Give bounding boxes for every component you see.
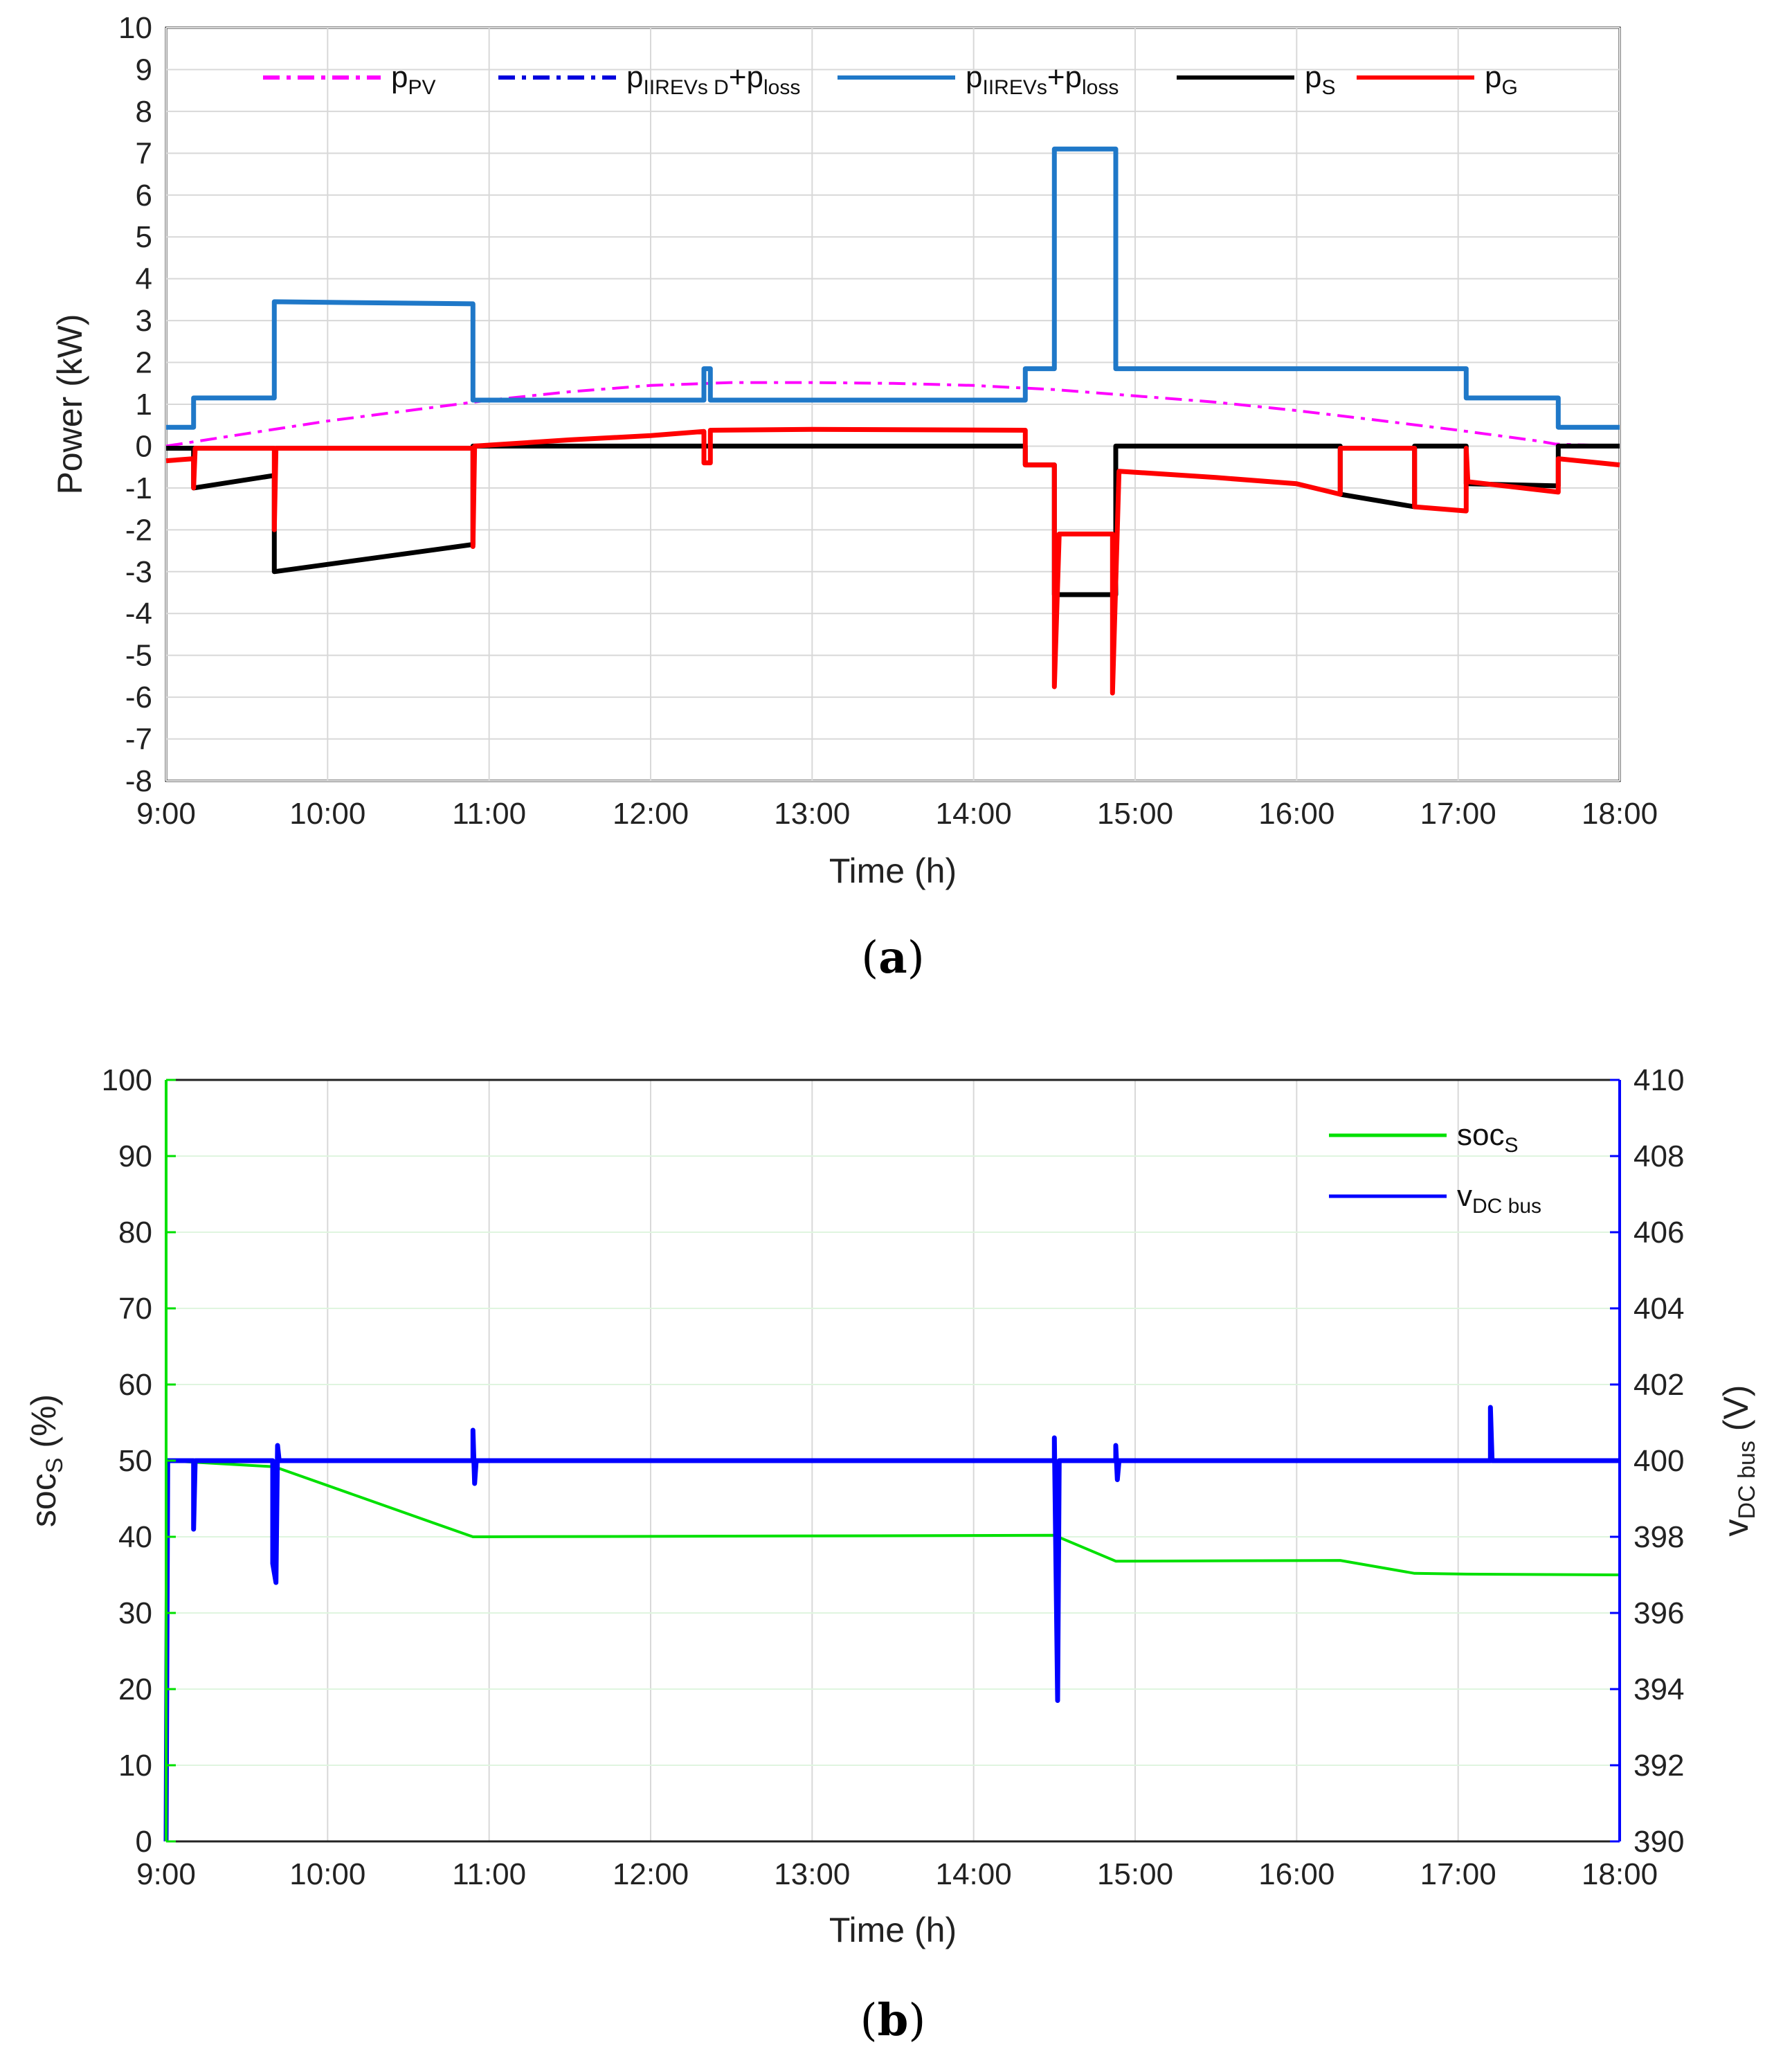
chart-b-x-axis-label: Time (h): [829, 1911, 957, 1949]
chart-a-x-tick-label-0: 9:00: [136, 797, 196, 831]
chart-a-y-tick-label-13: -3: [125, 555, 152, 589]
chart-b-left-tick-label-9: 10: [118, 1749, 152, 1783]
chart-a-y-tick-label-1: 9: [136, 53, 152, 87]
chart-b-x-tick-label-5: 14:00: [936, 1857, 1012, 1891]
chart-b-right-tick-label-5: 400: [1633, 1444, 1684, 1478]
chart-b-right-tick-label-7: 396: [1633, 1596, 1684, 1630]
chart-a-x-axis-label: Time (h): [829, 851, 957, 890]
chart-a-x-ticks: 9:00 10:00 11:00 12:00 13:00 14:00 15:00 16:00 1…: [136, 797, 1658, 831]
chart-b-caption: (b): [860, 1994, 926, 2046]
chart-a-x-tick-label-3: 12:00: [613, 797, 689, 831]
chart-a-y-tick-label-11: -1: [125, 471, 152, 505]
chart-b-right-tick-label-2: 406: [1633, 1216, 1684, 1250]
chart-a-legend-label-ev: pIIREVs+ploss: [966, 60, 1119, 99]
chart-b-left-y-axis-label: socS (%): [24, 1394, 68, 1527]
chart-b-right-tick-label-8: 394: [1633, 1672, 1684, 1706]
chart-b-right-tick-label-3: 404: [1633, 1292, 1684, 1326]
chart-b-x-tick-label-9: 18:00: [1582, 1857, 1658, 1891]
chart-b-left-tick-label-6: 40: [118, 1520, 152, 1554]
chart-b-left-tick-label-3: 70: [118, 1292, 152, 1326]
chart-a-y-axis-label: Power (kW): [51, 314, 89, 494]
chart-b-x-tick-label-8: 17:00: [1420, 1857, 1496, 1891]
chart-b-right-tick-label-9: 392: [1633, 1749, 1684, 1783]
chart-a-y-tick-label-9: 1: [136, 388, 152, 422]
chart-b-right-tick-label-10: 390: [1633, 1825, 1684, 1859]
chart-a-y-tick-label-17: -7: [125, 723, 152, 757]
chart-b-legend: socS vDC bus: [1329, 1118, 1541, 1218]
chart-b-left-tick-label-8: 20: [118, 1672, 152, 1706]
chart-b-x-tick-label-3: 12:00: [613, 1857, 689, 1891]
chart-b-left-tick-label-5: 50: [118, 1444, 152, 1478]
chart-a-caption-letter: a: [878, 932, 907, 984]
chart-a-series-g-line: [165, 426, 1620, 696]
chart-b-right-y-axis-label: vDC bus (V): [1717, 1385, 1760, 1537]
chart-a-x-tick-label-9: 18:00: [1582, 797, 1658, 831]
chart-a-y-tick-label-4: 6: [136, 179, 152, 213]
chart-b-x-tick-label-2: 11:00: [452, 1857, 526, 1891]
chart-a-y-tick-label-16: -6: [125, 680, 152, 714]
chart-a-series-pv-line: [165, 381, 1620, 448]
chart-b-left-tick-label-10: 0: [136, 1825, 152, 1859]
chart-b-right-tick-label-4: 402: [1633, 1368, 1684, 1402]
chart-b-right-tick-label-0: 410: [1633, 1063, 1684, 1097]
chart-b-x-ticks: 9:00 10:00 11:00 12:00 13:00 14:00 15:00 16:00 1…: [136, 1857, 1658, 1891]
chart-a-legend: pPV pIIREVs D+ploss pIIREVs+ploss pS pG: [263, 60, 1518, 99]
chart-b-series-vbus-line: [163, 1405, 1620, 1842]
chart-b-right-y-ticks: 410 408 406 404 402 400 398 396 394 392 390: [1610, 1063, 1684, 1859]
chart-b-caption-letter: b: [878, 1994, 909, 2046]
chart-a-y-tick-label-3: 7: [136, 136, 152, 170]
chart-b-x-tick-label-7: 16:00: [1258, 1857, 1334, 1891]
chart-a-y-tick-label-14: -4: [125, 597, 152, 631]
chart-b-x-tick-label-1: 10:00: [289, 1857, 365, 1891]
chart-a-x-tick-label-1: 10:00: [289, 797, 365, 831]
chart-a-legend-label-s: pS: [1305, 60, 1336, 99]
chart-a-y-tick-label-7: 3: [136, 304, 152, 338]
chart-a-legend-label-pv: pPV: [391, 60, 436, 99]
chart-a-x-tick-label-5: 14:00: [936, 797, 1012, 831]
chart-a-legend-label-g: pG: [1485, 60, 1518, 99]
chart-b-x-tick-label-4: 13:00: [774, 1857, 850, 1891]
chart-b-left-tick-label-7: 30: [118, 1596, 152, 1630]
chart-b-legend-label-vbus: vDC bus: [1457, 1179, 1541, 1218]
chart-a-y-tick-label-6: 4: [136, 262, 152, 296]
chart-a-x-tick-label-6: 15:00: [1097, 797, 1173, 831]
chart-a-series: [165, 146, 1620, 696]
chart-a-x-tick-label-8: 17:00: [1420, 797, 1496, 831]
chart-b-right-tick-label-6: 398: [1633, 1520, 1684, 1554]
chart-a-caption: (a): [861, 932, 924, 984]
chart-b-right-tick-label-1: 408: [1633, 1139, 1684, 1173]
chart-a-y-tick-label-12: -2: [125, 513, 152, 547]
chart-a-series-ev-line: [166, 146, 1620, 430]
chart-a-y-tick-label-15: -5: [125, 639, 152, 673]
chart-a-y-tick-label-10: 0: [136, 429, 152, 463]
chart-b-left-tick-label-4: 60: [118, 1368, 152, 1402]
chart-a-power: 9:00 10:00 11:00 12:00 13:00 14:00 15:00 16:00 1…: [51, 11, 1658, 984]
chart-b-left-tick-label-1: 90: [118, 1139, 152, 1173]
chart-b-legend-label-soc: socS: [1457, 1118, 1519, 1157]
chart-a-y-tick-label-18: -8: [125, 764, 152, 798]
chart-b-left-tick-label-0: 100: [102, 1063, 152, 1097]
chart-b-x-tick-label-0: 9:00: [136, 1857, 196, 1891]
chart-b-series-soc-line: [165, 1459, 1620, 1576]
chart-a-y-tick-label-0: 10: [118, 11, 152, 45]
chart-b-soc-voltage: 9:00 10:00 11:00 12:00 13:00 14:00 15:00 16:00 1…: [24, 1063, 1760, 2046]
chart-a-y-tick-label-2: 8: [136, 95, 152, 129]
chart-a-y-tick-label-5: 5: [136, 220, 152, 254]
chart-b-left-tick-label-2: 80: [118, 1216, 152, 1250]
chart-a-y-tick-label-8: 2: [136, 346, 152, 380]
chart-a-legend-label-evd: pIIREVs D+ploss: [626, 60, 800, 99]
chart-b-series: [163, 1405, 1620, 1842]
chart-a-x-tick-label-7: 16:00: [1258, 797, 1334, 831]
chart-a-x-tick-label-2: 11:00: [452, 797, 526, 831]
chart-b-x-tick-label-6: 15:00: [1097, 1857, 1173, 1891]
chart-a-x-tick-label-4: 13:00: [774, 797, 850, 831]
